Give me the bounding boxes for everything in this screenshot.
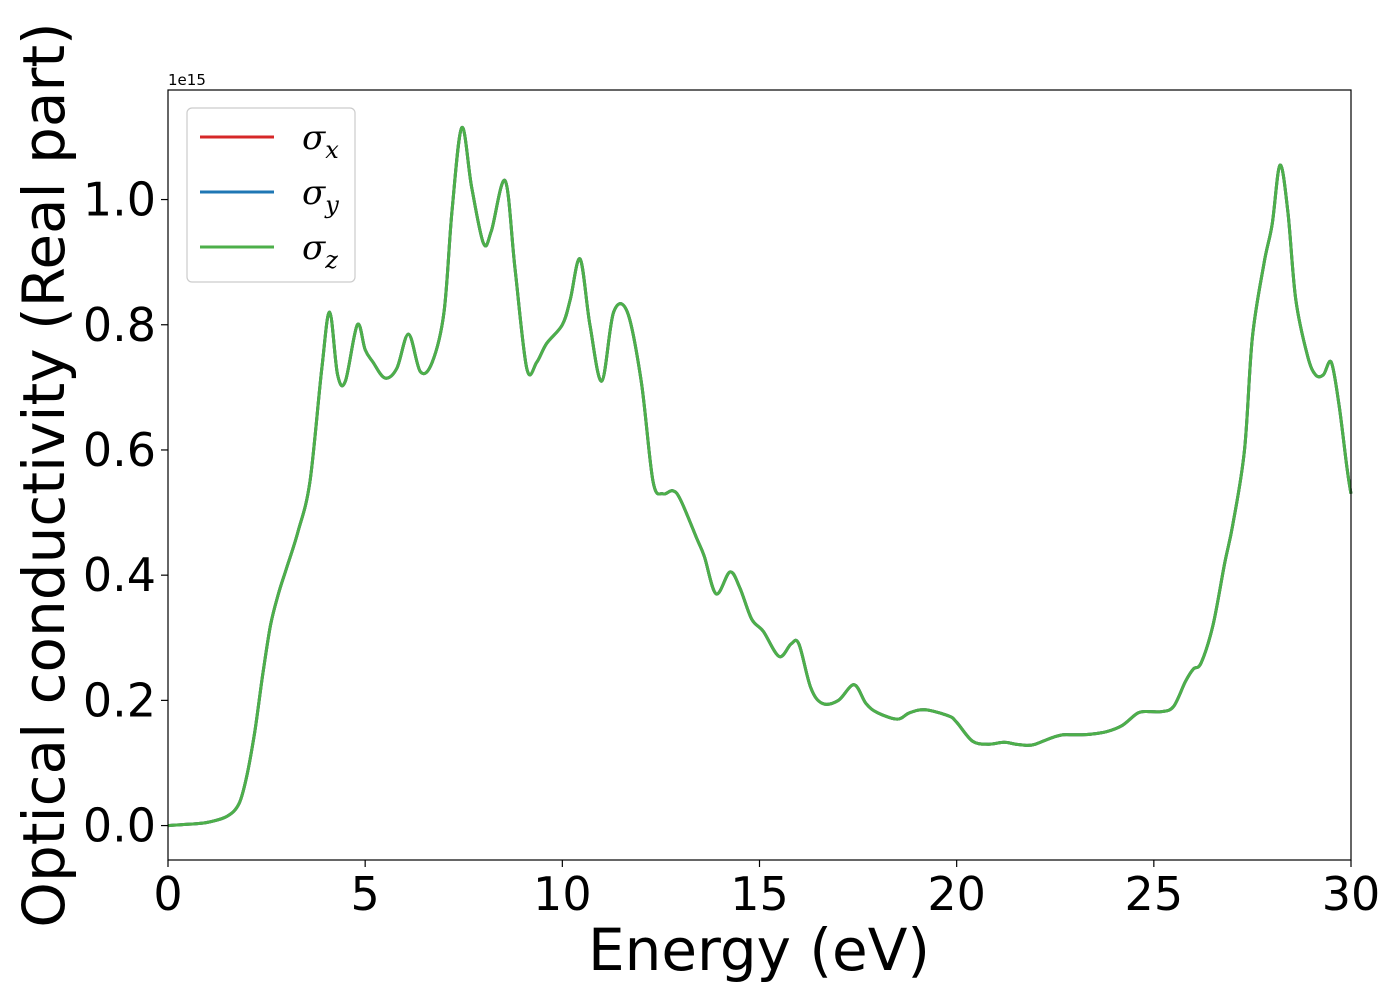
y-tick-label: 0.0	[83, 799, 156, 853]
x-tick-label: 15	[730, 867, 789, 921]
y-tick-label: 0.2	[83, 673, 156, 727]
y-axis-label: Optical conductivity (Real part)	[10, 22, 78, 927]
x-tick-label: 10	[533, 867, 592, 921]
y-offset-label: 1e15	[168, 71, 206, 89]
series-layer	[167, 126, 1353, 828]
series-line-sigma-z	[167, 126, 1353, 828]
y-tick-label: 0.4	[83, 548, 156, 602]
x-tick-label: 25	[1125, 867, 1184, 921]
x-tick-label: 20	[927, 867, 986, 921]
x-tick-label: 5	[351, 867, 380, 921]
x-axis-ticks: 0 5 10 15 20 25 30	[153, 860, 1380, 921]
legend-box	[186, 107, 356, 283]
x-axis-label: Energy (eV)	[588, 916, 930, 984]
x-tick-label: 30	[1322, 867, 1381, 921]
y-tick-label: 0.6	[83, 423, 156, 477]
y-axis-ticks: 0.0 0.2 0.4 0.6 0.8 1.0	[83, 173, 168, 853]
y-tick-label: 0.8	[83, 298, 156, 352]
x-tick-label: 0	[153, 867, 182, 921]
y-tick-label: 1.0	[83, 173, 156, 227]
plot-background	[168, 90, 1351, 860]
